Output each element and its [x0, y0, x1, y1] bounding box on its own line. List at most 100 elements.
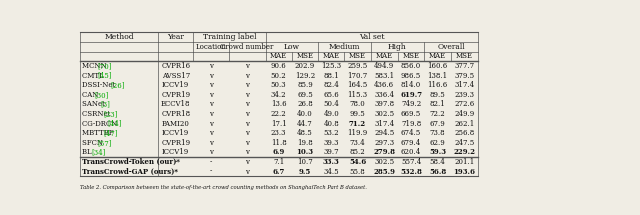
Text: 557.4: 557.4	[401, 158, 421, 166]
Text: [26]: [26]	[110, 81, 125, 89]
Text: 379.5: 379.5	[454, 72, 474, 80]
Text: 302.5: 302.5	[374, 110, 394, 118]
Text: Val set: Val set	[359, 33, 385, 41]
Text: 719.8: 719.8	[401, 120, 421, 128]
Text: MSE: MSE	[403, 52, 420, 60]
Text: 39.7: 39.7	[323, 148, 339, 157]
Text: v: v	[245, 168, 249, 176]
Text: MAE: MAE	[376, 52, 393, 60]
Text: 78.0: 78.0	[349, 100, 365, 108]
Text: Training label: Training label	[202, 33, 256, 41]
Text: 679.4: 679.4	[401, 139, 421, 147]
Text: 814.0: 814.0	[401, 81, 421, 89]
Text: 7.1: 7.1	[273, 158, 284, 166]
Text: 19.8: 19.8	[297, 139, 313, 147]
Text: 67.9: 67.9	[429, 120, 445, 128]
Text: 272.6: 272.6	[454, 100, 474, 108]
Text: 71.2: 71.2	[349, 120, 366, 128]
Text: MAE: MAE	[429, 52, 446, 60]
Text: 73.8: 73.8	[430, 129, 445, 137]
Text: 377.7: 377.7	[454, 62, 474, 70]
Text: [3]: [3]	[100, 100, 111, 108]
Text: 285.9: 285.9	[373, 168, 396, 176]
Text: 856.0: 856.0	[401, 62, 421, 70]
Text: 54.6: 54.6	[349, 158, 366, 166]
Text: 13.6: 13.6	[271, 100, 287, 108]
Text: v: v	[245, 100, 249, 108]
Text: v: v	[209, 91, 213, 99]
Text: SANet: SANet	[82, 100, 107, 108]
Text: 9.5: 9.5	[299, 168, 311, 176]
Text: TransCrowd-Token (our)*: TransCrowd-Token (our)*	[82, 158, 180, 166]
Text: 115.3: 115.3	[348, 91, 367, 99]
Text: 11.8: 11.8	[271, 139, 287, 147]
Text: 34.2: 34.2	[271, 91, 287, 99]
Text: [70]: [70]	[98, 62, 112, 70]
Text: 294.5: 294.5	[374, 129, 394, 137]
Text: v: v	[209, 62, 213, 70]
Text: v: v	[209, 139, 213, 147]
Text: 6.9: 6.9	[273, 148, 285, 157]
Text: 50.4: 50.4	[323, 100, 339, 108]
Text: 129.2: 129.2	[295, 72, 315, 80]
Text: 88.1: 88.1	[323, 72, 339, 80]
Text: 262.1: 262.1	[454, 120, 474, 128]
Text: v: v	[245, 158, 249, 166]
Text: AVSS17: AVSS17	[162, 72, 190, 80]
Text: 50.2: 50.2	[271, 72, 287, 80]
Text: 85.2: 85.2	[349, 148, 365, 157]
Text: -: -	[210, 158, 212, 166]
Text: MSE: MSE	[296, 52, 314, 60]
Text: ECCV18: ECCV18	[161, 100, 191, 108]
Text: MAE: MAE	[270, 52, 287, 60]
Text: 336.4: 336.4	[374, 91, 394, 99]
Text: v: v	[209, 120, 213, 128]
Text: CVPR18: CVPR18	[161, 110, 190, 118]
Text: v: v	[245, 139, 249, 147]
Text: 55.8: 55.8	[349, 168, 365, 176]
Text: v: v	[245, 81, 249, 89]
Text: 53.2: 53.2	[323, 129, 339, 137]
Text: 99.5: 99.5	[349, 110, 365, 118]
Text: DSSI-Net: DSSI-Net	[82, 81, 118, 89]
Text: 532.8: 532.8	[400, 168, 422, 176]
Text: 26.8: 26.8	[297, 100, 313, 108]
Text: v: v	[245, 62, 249, 70]
Text: 170.7: 170.7	[348, 72, 367, 80]
Text: 125.3: 125.3	[321, 62, 341, 70]
Text: MCNN: MCNN	[82, 62, 109, 70]
Text: 39.3: 39.3	[323, 139, 339, 147]
Text: 619.7: 619.7	[400, 91, 422, 99]
Text: 494.9: 494.9	[374, 62, 394, 70]
Text: 40.0: 40.0	[297, 110, 313, 118]
Text: Method: Method	[104, 33, 134, 41]
Text: -: -	[210, 168, 212, 176]
Text: 56.8: 56.8	[429, 168, 446, 176]
Text: 62.9: 62.9	[429, 139, 445, 147]
Text: 73.4: 73.4	[349, 139, 365, 147]
Text: CVPR19: CVPR19	[161, 91, 190, 99]
Text: 239.3: 239.3	[454, 91, 474, 99]
Text: High: High	[388, 43, 407, 51]
Text: 986.5: 986.5	[401, 72, 421, 80]
Text: 59.3: 59.3	[429, 148, 446, 157]
Text: 82.1: 82.1	[429, 100, 445, 108]
Text: PAMI20: PAMI20	[162, 120, 189, 128]
Text: 247.5: 247.5	[454, 139, 474, 147]
Text: 317.4: 317.4	[374, 120, 394, 128]
Text: 160.6: 160.6	[428, 62, 448, 70]
Text: 72.2: 72.2	[429, 110, 445, 118]
Text: ICCV19: ICCV19	[162, 81, 189, 89]
Text: [44]: [44]	[107, 120, 122, 128]
Text: v: v	[245, 120, 249, 128]
Text: v: v	[209, 72, 213, 80]
Text: BL: BL	[82, 148, 94, 157]
Text: 749.2: 749.2	[401, 100, 421, 108]
Text: v: v	[209, 148, 213, 157]
Text: Crowd number: Crowd number	[220, 43, 274, 51]
Text: 436.6: 436.6	[374, 81, 394, 89]
Text: ICCV19: ICCV19	[162, 129, 189, 137]
Text: 10.3: 10.3	[296, 148, 314, 157]
Text: 23.3: 23.3	[271, 129, 286, 137]
Text: Table 2. Comparison between the state-of-the-art crowd counting methods on Shang: Table 2. Comparison between the state-of…	[80, 185, 367, 190]
